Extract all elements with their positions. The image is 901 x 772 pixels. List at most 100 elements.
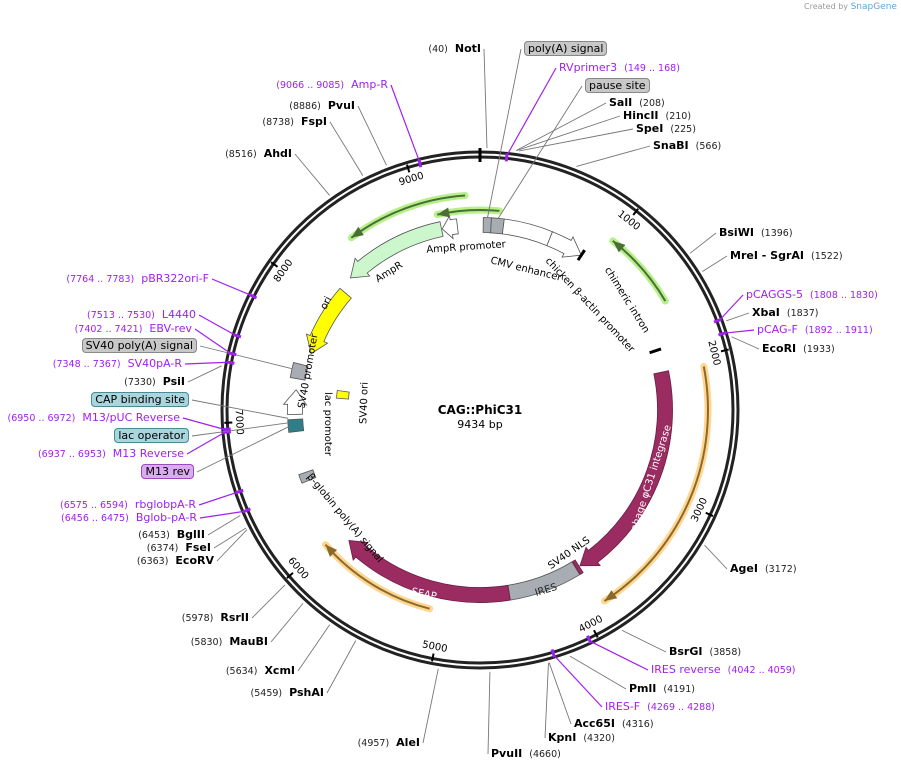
site-position: (6937 .. 6953) — [37, 449, 106, 460]
feature-poly-a-signal[interactable] — [482, 217, 492, 234]
enzyme-site-hincii[interactable]: HincII (210) — [623, 110, 691, 123]
tick-mark — [705, 511, 714, 517]
leader-line — [483, 48, 488, 149]
site-position: (6456 .. 6475) — [60, 513, 129, 524]
site-position: (3172) — [764, 564, 797, 575]
enzyme-site-fsei[interactable]: (6374) FseI — [147, 542, 211, 555]
feature--globin-poly-a-signal[interactable] — [298, 469, 317, 484]
feature-chicken-actin-promoter[interactable] — [546, 231, 582, 258]
plasmid-name: CAG::PhiC31 — [437, 403, 523, 417]
feature-tag-cap-binding-site[interactable]: CAP binding site — [91, 392, 189, 407]
primer-site-ires-f[interactable]: IRES-F (4269 .. 4288) — [605, 700, 715, 714]
site-name: L4440 — [161, 308, 196, 321]
enzyme-site-pvui[interactable]: (8886) PvuI — [289, 100, 355, 113]
primer-arrowhead — [351, 226, 364, 238]
enzyme-site-acc65i[interactable]: Acc65I (4316) — [574, 718, 654, 731]
primer-site-sv40pa-r[interactable]: (7348 .. 7367) SV40pA-R — [53, 358, 182, 371]
feature-label: chicken β-actin promoter — [543, 256, 637, 356]
primer-site-pcag-f[interactable]: pCAG-F (1892 .. 1911) — [757, 324, 873, 337]
tick-label: 5000 — [421, 639, 448, 655]
leader-line — [548, 662, 572, 725]
enzyme-site-bsrgi[interactable]: BsrGI (3858) — [669, 646, 741, 659]
enzyme-site-xbai[interactable]: XbaI (1837) — [752, 307, 818, 320]
feature-sv40-ori[interactable] — [336, 389, 350, 400]
enzyme-site-noti[interactable]: (40) NotI — [428, 43, 481, 56]
feature-ori[interactable] — [305, 287, 352, 355]
enzyme-site-rsrii[interactable]: (5978) RsrII — [182, 612, 249, 625]
primer-site-pbr322ori-f[interactable]: (7764 .. 7783) pBR322ori-F — [66, 273, 209, 286]
primer-binding-mark — [550, 648, 556, 658]
enzyme-site-bglii[interactable]: (6453) BglII — [138, 529, 205, 542]
feature-pause-site[interactable] — [490, 217, 505, 235]
site-name: IRES-F — [605, 700, 641, 713]
feature-ampr[interactable] — [349, 221, 444, 279]
primer-site-rbglobpa-r[interactable]: (6575 .. 6594) rbglobpA-R — [60, 499, 196, 512]
primer-site-bglob-pa-r[interactable]: (6456 .. 6475) Bglob-pA-R — [60, 512, 197, 525]
tick-mark — [270, 261, 279, 268]
primer-site-pcaggs-5[interactable]: pCAGGS-5 (1808 .. 1830) — [746, 288, 878, 302]
primer-binding-mark — [222, 430, 232, 434]
feature-lac-promoter[interactable] — [287, 418, 305, 433]
primer-site-l4440[interactable]: (7513 .. 7530) L4440 — [87, 308, 196, 322]
primer-site-ires-reverse[interactable]: IRES reverse (4042 .. 4059) — [651, 664, 796, 677]
enzyme-site-maubi[interactable]: (5830) MauBI — [191, 636, 268, 649]
enzyme-site-agei[interactable]: AgeI (3172) — [730, 563, 797, 576]
primer-arrowhead — [604, 590, 618, 601]
leader-line — [191, 422, 289, 437]
enzyme-site-snabi[interactable]: SnaBI (566) — [653, 140, 721, 153]
site-position: (208) — [639, 98, 665, 109]
enzyme-site-ahdi[interactable]: (8516) AhdI — [225, 148, 292, 161]
site-position: (5634) — [225, 666, 258, 677]
site-name: EcoRV — [175, 554, 214, 567]
enzyme-site-ecorv[interactable]: (6363) EcoRV — [137, 554, 214, 568]
primer-site-rvprimer3[interactable]: RVprimer3 (149 .. 168) — [559, 62, 680, 75]
primer-site-m13-puc-reverse[interactable]: (6950 .. 6972) M13/pUC Reverse — [8, 412, 180, 425]
site-name: BsiWI — [719, 226, 754, 239]
enzyme-site-fspi[interactable]: (8738) FspI — [262, 116, 327, 129]
enzyme-site-spei[interactable]: SpeI (225) — [636, 123, 696, 136]
enzyme-site-mrei-sgrai[interactable]: MreI - SgrAI (1522) — [730, 250, 843, 263]
primer-binding-mark — [718, 331, 727, 337]
site-position: (1933) — [803, 344, 835, 355]
feature-tag-m13-rev[interactable]: M13 rev — [141, 464, 194, 479]
feature-tag-sv40-poly-a-signal[interactable]: SV40 poly(A) signal — [81, 338, 197, 353]
feature-chimeric-intron[interactable] — [576, 249, 586, 261]
feature-phage-c31-integrase[interactable] — [579, 370, 673, 567]
feature-tag-pause-site[interactable]: pause site — [585, 78, 650, 93]
feature-cmv-enhancer[interactable] — [501, 218, 554, 247]
enzyme-site-xcmi[interactable]: (5634) XcmI — [225, 665, 295, 678]
leader-line — [187, 365, 222, 383]
feature-sv40-poly-a-signal[interactable] — [289, 362, 309, 381]
enzyme-site-pshai[interactable]: (5459) PshAI — [251, 687, 324, 700]
primer-binding-mark — [713, 317, 723, 324]
feature-chimeric-intron[interactable] — [649, 347, 662, 355]
primer-site-amp-r[interactable]: (9066 .. 9085) Amp-R — [276, 79, 388, 92]
feature-tag-poly-a-signal[interactable]: poly(A) signal — [524, 41, 608, 56]
enzyme-site-pvuii[interactable]: PvuII (4660) — [491, 748, 561, 761]
site-name: poly(A) signal — [524, 41, 608, 56]
feature-sv40-promoter[interactable] — [282, 389, 308, 416]
enzyme-site-ecori[interactable]: EcoRI (1933) — [762, 343, 835, 356]
enzyme-site-kpni[interactable]: KpnI (4320) — [548, 732, 615, 745]
feature-ampr-promoter[interactable] — [441, 214, 459, 240]
primer-site-ebv-rev[interactable]: (7402 .. 7421) EBV-rev — [75, 323, 192, 336]
feature-seap[interactable] — [348, 540, 511, 603]
enzyme-site-sali[interactable]: SalI (208) — [609, 97, 665, 110]
site-name: pCAGGS-5 — [746, 288, 803, 301]
feature-tag-lac-operator[interactable]: lac operator — [114, 428, 189, 443]
site-position: (4191) — [663, 684, 695, 695]
feature-sv40-nls[interactable] — [571, 559, 584, 575]
leader-line — [182, 417, 225, 431]
leader-line — [270, 602, 304, 643]
leader-line — [186, 431, 226, 455]
tick-mark — [286, 572, 294, 579]
leader-line — [702, 255, 728, 272]
enzyme-site-bsiwi[interactable]: BsiWI (1396) — [719, 226, 793, 240]
primer-site-m13-reverse[interactable]: (6937 .. 6953) M13 Reverse — [37, 448, 184, 461]
leader-line — [497, 85, 583, 220]
enzyme-site-alei[interactable]: (4957) AleI — [358, 737, 420, 750]
enzyme-site-psii[interactable]: (7330) PsiI — [124, 376, 185, 389]
enzyme-site-pmli[interactable]: PmlI (4191) — [629, 683, 695, 696]
site-position: (149 .. 168) — [624, 63, 680, 74]
primer-binding-mark — [248, 293, 258, 300]
